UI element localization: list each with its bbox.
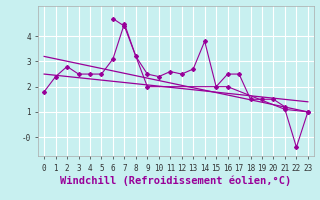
X-axis label: Windchill (Refroidissement éolien,°C): Windchill (Refroidissement éolien,°C) bbox=[60, 175, 292, 186]
